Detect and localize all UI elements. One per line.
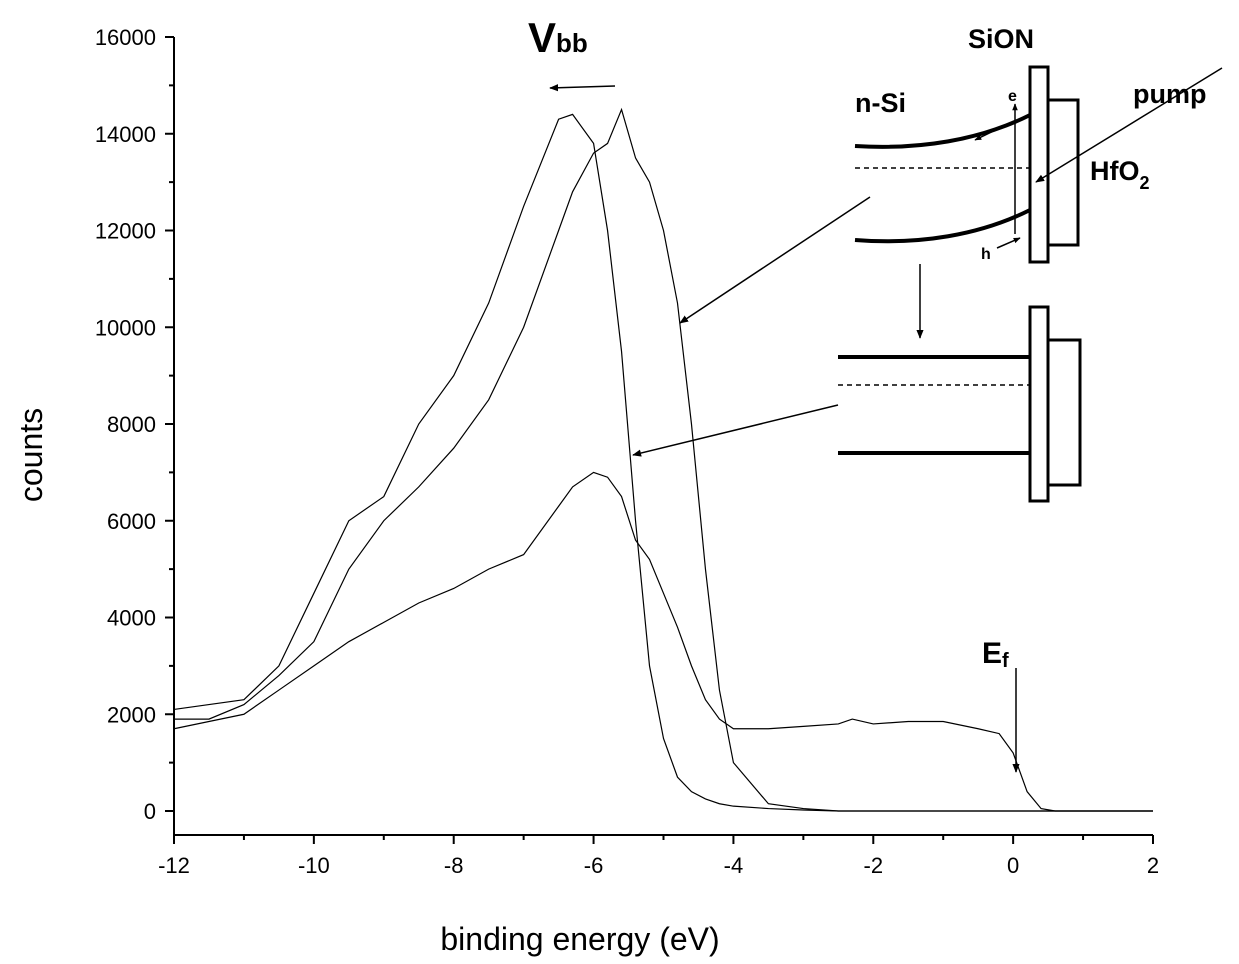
x-tick-label: 2: [1147, 853, 1159, 878]
arrow: [549, 84, 616, 92]
band-diagram: [854, 65, 1223, 339]
y-axis-label: counts: [13, 408, 49, 502]
pointer-arrow: [679, 196, 871, 324]
x-tick-label: -4: [724, 853, 744, 878]
x-tick-label: -8: [444, 853, 464, 878]
annotation: SiON: [968, 24, 1034, 54]
data-line: [173, 471, 1153, 812]
conduction-band: [854, 113, 1031, 149]
y-tick-label: 2000: [107, 702, 156, 727]
valence-band: [854, 208, 1031, 244]
y-tick-label: 12000: [95, 219, 156, 244]
x-tick-label: -6: [584, 853, 604, 878]
annotation: Ef: [982, 637, 1009, 672]
y-tick-label: 14000: [95, 122, 156, 147]
annotation: h: [981, 246, 991, 263]
hfo2-layer: [1046, 98, 1080, 247]
y-tick-label: 8000: [107, 412, 156, 437]
arrow: [996, 237, 1021, 249]
annotation: HfO2: [1090, 156, 1150, 193]
arrow: [974, 123, 1009, 141]
y-tick-label: 4000: [107, 606, 156, 631]
x-tick-label: 0: [1007, 853, 1019, 878]
plot-area: 0 2000 4000 6000 8000 10000 12000 14000 16000 -12…: [95, 25, 1159, 878]
annotation: Vbb: [528, 14, 588, 61]
x-tick-label: -10: [298, 853, 330, 878]
y-tick-label: 16000: [95, 25, 156, 50]
pointer-arrow: [632, 404, 839, 457]
sion-layer: [1028, 65, 1050, 264]
hfo2-layer: [1046, 338, 1082, 487]
x-axis-label: binding energy (eV): [440, 921, 719, 957]
sion-layer: [1028, 305, 1050, 503]
data-line: [174, 107, 1153, 812]
y-tick-label: 0: [144, 799, 156, 824]
band-diagram: [838, 305, 1082, 503]
y-tick-label: 6000: [107, 509, 156, 534]
x-tick-label: -12: [158, 853, 190, 878]
annotation: n-Si: [855, 88, 906, 118]
annotation: pump: [1133, 79, 1207, 109]
annotation: e: [1008, 88, 1017, 105]
pump-arrow: [1035, 67, 1223, 183]
x-tick-label: -2: [864, 853, 884, 878]
y-tick-label: 10000: [95, 315, 156, 340]
